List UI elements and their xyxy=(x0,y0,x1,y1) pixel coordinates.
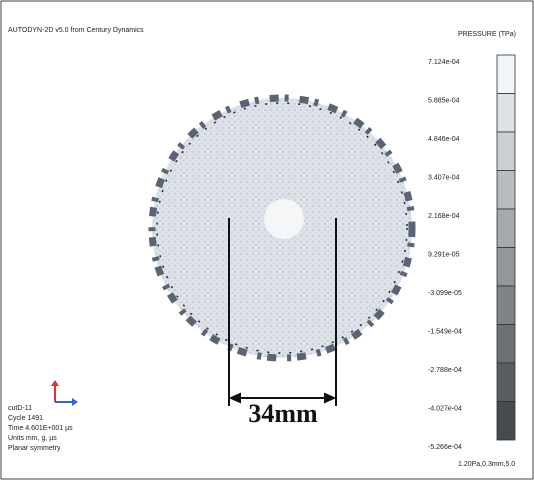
specimen xyxy=(148,94,416,362)
color-swatch xyxy=(496,401,516,441)
annotation: 34mm xyxy=(248,399,318,428)
legend-label: -1.549e-04 xyxy=(428,328,462,335)
axes-icon xyxy=(51,380,78,406)
color-swatch xyxy=(496,285,516,325)
legend-label: -4.027e-04 xyxy=(428,405,462,412)
legend-label: 7.124e-04 xyxy=(428,59,460,66)
color-swatch xyxy=(496,93,516,133)
legend-label: -2.788e-04 xyxy=(428,367,462,374)
color-swatch xyxy=(496,247,516,287)
color-swatch xyxy=(496,170,516,210)
legend-title: PRESSURE (TPa) xyxy=(458,31,516,38)
center xyxy=(264,199,304,239)
color-swatch xyxy=(496,208,516,248)
info-line: Cycle 1491 xyxy=(8,415,43,422)
footer: 1.20Pa,0.3mm,5.0 xyxy=(458,461,515,468)
arrowheads xyxy=(228,392,337,404)
legend-label: 4.846e-04 xyxy=(428,136,460,143)
legend-label: 2.168e-04 xyxy=(428,213,460,220)
rim-edge xyxy=(156,102,408,354)
legend: 7.124e-04 5.885e-04 4.846e-04 3.407e-04 2.16… xyxy=(428,54,516,451)
color-swatch xyxy=(496,362,516,402)
color-swatch xyxy=(496,324,516,364)
legend-label: -5.266e-04 xyxy=(428,444,462,451)
info-line: Time 4.601E+001 µs xyxy=(8,425,73,432)
legend-label: -3.099e-05 xyxy=(428,290,462,297)
rim xyxy=(148,94,416,362)
info-line: cutD-11 xyxy=(8,405,32,412)
color-swatch xyxy=(496,131,516,171)
axis-y-head xyxy=(51,380,59,386)
legend-label: 9.291e-05 xyxy=(428,251,460,258)
legend-label: 3.407e-04 xyxy=(428,174,460,181)
title: AUTODYN-2D v5.0 from Century Dynamics xyxy=(8,27,144,34)
axis-x-head xyxy=(72,398,78,406)
info-line: Units mm, g, µs xyxy=(8,435,57,442)
legend-label: 5.885e-04 xyxy=(428,97,460,104)
info: cutD-11 Cycle 1491 Time 4.601E+001 µs Units… xyxy=(8,405,73,452)
dimension xyxy=(228,218,337,406)
color-swatch xyxy=(496,54,516,94)
info-line: Planar symmetry xyxy=(8,445,61,452)
